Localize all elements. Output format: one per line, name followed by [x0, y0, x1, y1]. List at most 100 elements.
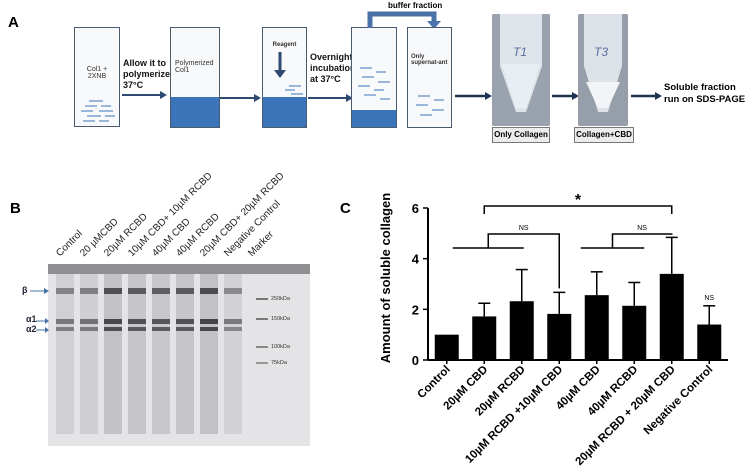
supernatant-lines	[358, 67, 390, 100]
arrow-1	[122, 91, 167, 99]
band-beta-label: β	[22, 285, 28, 295]
y-tick-label: 0	[412, 353, 419, 368]
ns-label: NS	[637, 225, 647, 232]
marker-ladder	[256, 298, 268, 364]
polymerized-gel	[171, 97, 219, 127]
bar	[434, 334, 459, 360]
arrow-2	[220, 94, 261, 102]
alpha2-band	[104, 327, 122, 331]
y-tick-label: 2	[412, 302, 419, 317]
beta-band	[104, 288, 122, 294]
bar	[547, 313, 572, 360]
tube1-label: Col1 + 2XNB	[86, 66, 108, 80]
bar	[697, 324, 722, 360]
bar	[622, 305, 647, 360]
band-alpha2-arrow	[36, 327, 49, 333]
tube-mark-t1: T1	[513, 45, 527, 59]
alpha2-band	[176, 327, 194, 331]
y-axis-label: Amount of soluble collagen	[378, 193, 393, 364]
alpha2-band	[128, 327, 146, 331]
significance-bracket	[483, 205, 673, 214]
arrow-5	[552, 92, 579, 100]
ns-label: NS	[519, 225, 529, 232]
photo-collagen-cbd-tube: T3	[578, 14, 628, 126]
alpha2-band	[80, 327, 98, 331]
caption-only-collagen: Only Collagen	[492, 127, 550, 143]
caption-collagen-cbd: Collagen+CBD	[574, 127, 634, 143]
band-alpha1-label: α1	[26, 314, 37, 324]
buffer-fraction-label: buffer fraction	[388, 1, 443, 10]
alpha2-band	[152, 327, 170, 331]
reagent-arrow-icon	[274, 52, 303, 95]
beta-band	[128, 288, 146, 294]
tube-incubated	[351, 27, 397, 128]
tube3-label: Reagent	[272, 42, 297, 48]
alpha1-band	[56, 319, 74, 324]
gel-lane	[176, 274, 194, 434]
microtube-image-2: T3	[578, 14, 628, 126]
x-tick-label: Control	[415, 364, 452, 401]
bar	[509, 301, 534, 360]
significance-star: *	[575, 192, 582, 209]
bar	[659, 273, 684, 360]
sds-page-gel	[48, 264, 310, 446]
step-polymerize: Allow it to polymerize at 37°C	[123, 58, 181, 90]
collagen-fibril-lines	[81, 100, 115, 122]
beta-band	[152, 288, 170, 294]
ns-bracket-1	[487, 233, 560, 289]
gel-lane	[104, 274, 122, 434]
final-step-label: Soluble fraction run on SDS-PAGE	[664, 82, 746, 105]
marker-150kda: 150kDa	[271, 316, 290, 322]
alpha1-band	[80, 319, 98, 324]
arrow-3	[308, 94, 353, 102]
y-tick-label: 4	[412, 252, 420, 267]
alpha2-band	[56, 327, 74, 331]
arrow-6	[631, 92, 662, 100]
alpha2-band	[200, 327, 218, 331]
gel-lane	[200, 274, 218, 434]
alpha1-band	[104, 319, 122, 324]
soluble-lines	[416, 95, 444, 116]
beta-band	[56, 288, 74, 294]
alpha2-band	[224, 327, 242, 331]
marker-250kda: 250kDa	[271, 296, 290, 302]
tube-col1-2xnb: Col1 + 2XNB	[74, 27, 120, 127]
band-beta-arrow	[30, 288, 49, 294]
alpha1-band	[128, 319, 146, 324]
bar	[584, 295, 609, 360]
arrow-4	[455, 92, 492, 100]
gel-lane	[80, 274, 98, 434]
panel-c-letter: C	[340, 200, 351, 217]
reagent-gel	[263, 97, 306, 127]
step-overnight-incubation: Overnight incubation at 37°C	[310, 52, 356, 84]
band-alpha1-arrow	[36, 318, 49, 324]
tube-reagent: Reagent	[262, 27, 307, 128]
bar	[472, 316, 497, 360]
alpha1-band	[200, 319, 218, 324]
marker-75kda: 75kDa	[271, 360, 287, 366]
beta-band	[176, 288, 194, 294]
ns-bracket-2	[611, 233, 673, 248]
beta-band	[200, 288, 218, 294]
marker-100kda: 100kDa	[271, 344, 290, 350]
gel-lane	[224, 274, 242, 434]
gel-lane-label: Control	[54, 228, 85, 259]
tube-mark-t3: T3	[594, 45, 608, 59]
tube-supernatant: Only supernat-ant	[407, 27, 452, 128]
gel-lane	[56, 274, 74, 434]
residual-gel	[352, 110, 396, 127]
beta-band	[80, 288, 98, 294]
x-tick-label: Negative Control	[642, 364, 716, 438]
ns-label: NS	[704, 295, 714, 302]
band-alpha2-label: α2	[26, 324, 37, 334]
y-tick-label: 6	[412, 201, 419, 216]
gel-lane	[152, 274, 170, 434]
alpha1-band	[152, 319, 170, 324]
tube5-label: Only supernat-ant	[411, 54, 448, 66]
panel-a-letter: A	[8, 14, 19, 31]
tube2-label: Polymerized Col1	[175, 60, 214, 74]
gel-lane	[128, 274, 146, 434]
microtube-image: T1	[492, 14, 550, 126]
beta-band	[224, 288, 242, 294]
